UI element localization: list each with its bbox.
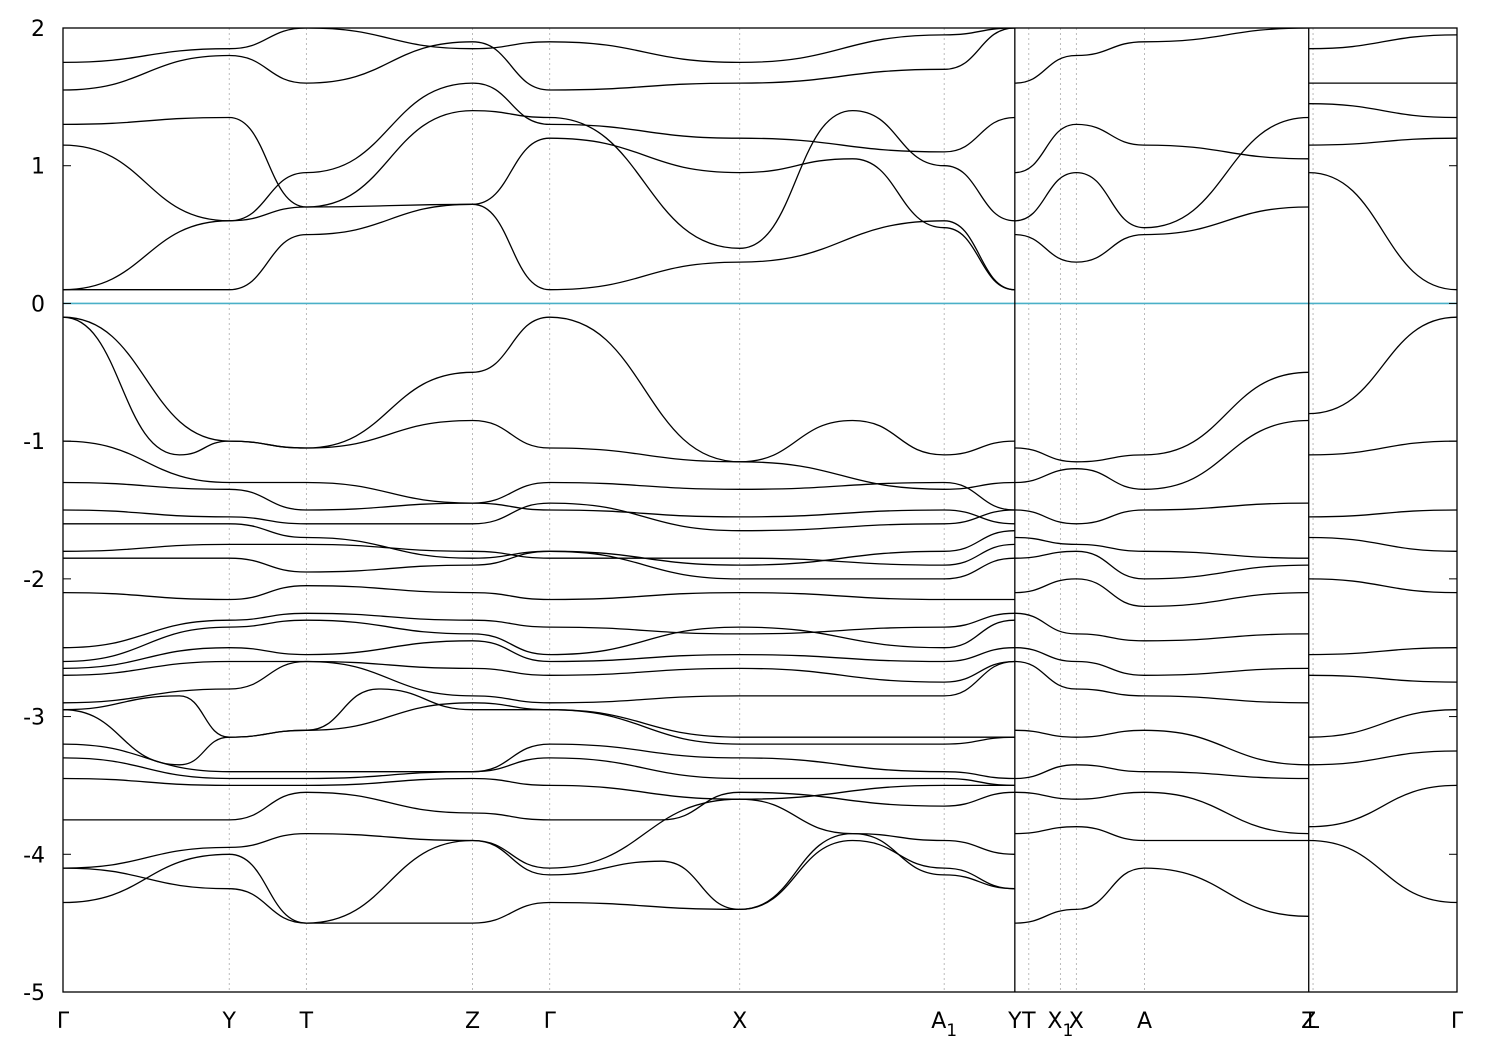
x-kpoint-subscript: 1 [1063,1021,1074,1041]
band-line [63,502,1015,532]
band-line [1014,28,1309,84]
x-kpoint-label: X [732,1009,747,1034]
band-line [1014,791,1309,835]
plot-frame [62,27,1458,993]
band-line [63,777,1015,800]
band-line [1308,34,1457,50]
band-line [1014,419,1309,490]
band-line [1014,647,1309,676]
band-line [1308,750,1457,766]
band-line [1014,371,1309,463]
y-tick-label: 1 [31,155,45,180]
band-line [63,316,1015,463]
x-kpoint-label: Y [222,1009,237,1034]
band-line [63,702,1015,766]
band-line [1308,509,1457,518]
x-kpoint-label: T [299,1009,314,1034]
band-line [1308,674,1457,683]
band-line [63,523,1015,566]
band-line [1308,103,1457,119]
band-line [1014,729,1309,766]
y-tick-label: -2 [23,568,45,593]
band-line [63,440,1015,511]
band-line [63,585,1015,601]
band-line [1014,116,1309,229]
band-line [63,82,1015,222]
x-kpoint-label: Y [1007,1009,1022,1034]
band-line [1308,536,1457,552]
x-kpoint-label: L [1307,1009,1320,1034]
band-line [1308,316,1457,415]
band-line [1014,123,1309,174]
band-line [1014,867,1309,924]
x-kpoint-label: T [1021,1009,1036,1034]
y-axis-ticks: 2 1 0 -1 -2 -3 -4 -5 [23,17,1457,1006]
x-kpoint-label: Z [1301,1009,1316,1034]
band-line [1308,171,1457,291]
x-axis-kpoint-labels: Γ Y T Z Γ X A1 Y T X1X A ZL Γ [57,1009,1464,1041]
band-line [63,550,1015,580]
band-line [63,28,1015,64]
band-line [1308,137,1457,146]
band-line [63,640,1015,670]
band-line [63,757,1015,787]
y-tick-label: 0 [31,292,45,317]
x-kpoint-label: Γ [544,1009,557,1034]
x-kpoint-label: Γ [57,1009,70,1034]
band-lines [63,28,1457,924]
x-kpoint-label: X [1069,1009,1084,1034]
y-tick-label: -4 [23,843,45,868]
x-kpoint-label: Z [465,1009,480,1034]
band-line [63,839,1015,924]
band-line [63,28,1015,91]
band-line [1308,578,1457,594]
band-line [1308,647,1457,656]
band-line [1014,206,1309,263]
band-line [63,660,1015,704]
band-line [63,660,1015,683]
band-line [63,109,1015,249]
band-line [1308,709,1457,738]
band-line [63,612,1015,649]
band-line [63,688,1015,745]
band-line [63,743,1015,780]
x-kpoint-label: Γ [1451,1009,1464,1034]
x-kpoint-subscript: 1 [946,1021,957,1041]
band-line [1308,784,1457,828]
y-tick-label: -5 [23,981,45,1006]
band-line [63,832,1015,924]
band-line [63,619,1015,663]
band-line [63,316,1015,490]
band-line [63,481,1015,525]
band-line [63,203,1015,291]
band-line [1308,839,1457,904]
y-tick-label: -1 [23,430,45,455]
band-line [1014,536,1309,559]
band-line [1014,612,1309,642]
path-break-lines [1014,28,1310,992]
band-line [63,798,1015,869]
x-kpoint-label: A1 [931,1009,957,1041]
band-line [63,791,1015,821]
y-tick-label: 2 [31,17,45,42]
band-line [1014,660,1309,704]
band-line [63,137,1015,291]
band-line [1014,550,1309,580]
band-line [1014,578,1309,608]
x-kpoint-label: A [1137,1009,1152,1034]
band-line [1014,764,1309,780]
y-tick-label: -3 [23,706,45,731]
band-line [1308,440,1457,456]
band-line [1014,502,1309,525]
band-line [1014,826,1309,842]
